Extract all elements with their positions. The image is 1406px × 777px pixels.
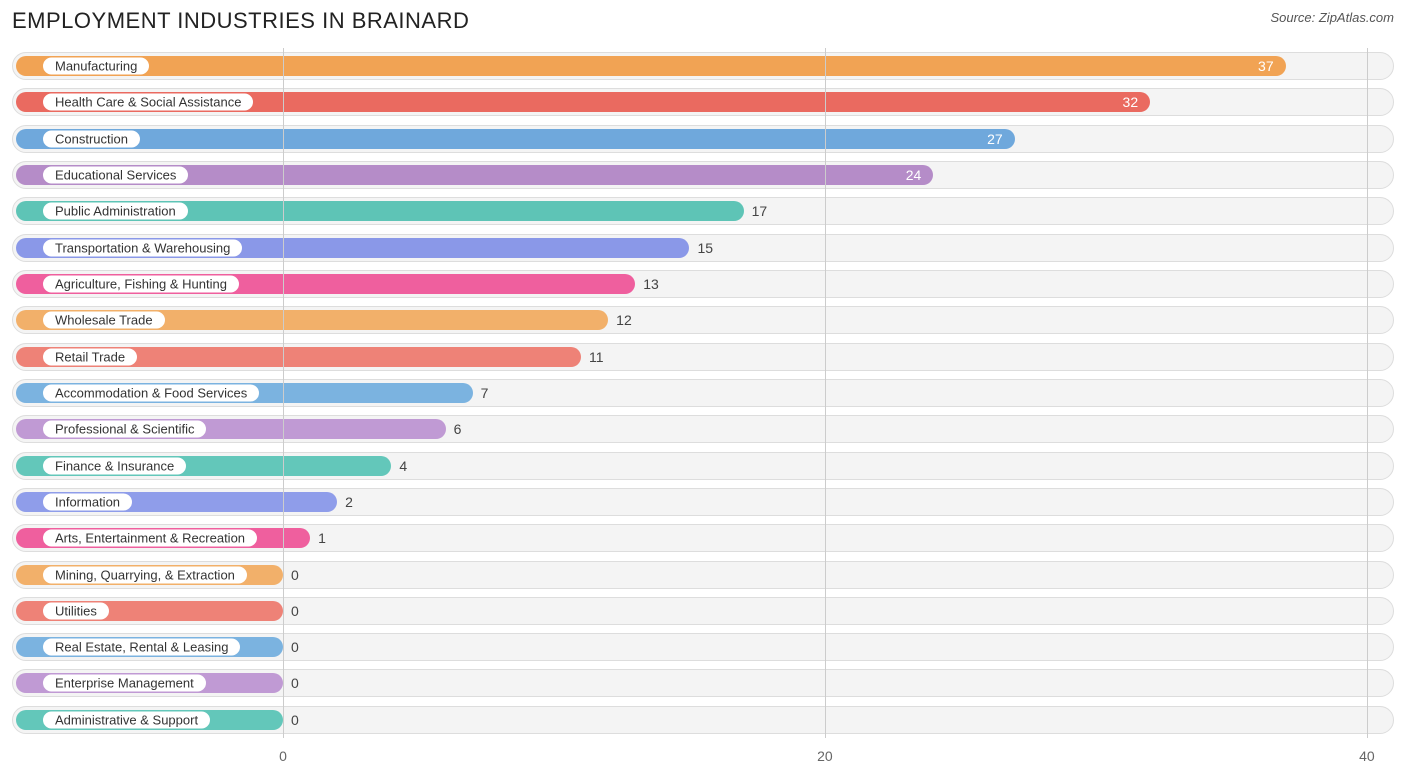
bar-label: Retail Trade bbox=[42, 347, 138, 366]
chart-source: Source: ZipAtlas.com bbox=[1270, 8, 1394, 25]
bar-fill bbox=[16, 129, 1015, 149]
bar-value: 17 bbox=[752, 203, 768, 219]
bar-value: 15 bbox=[697, 240, 713, 256]
bar-value: 32 bbox=[1123, 94, 1139, 110]
source-name: ZipAtlas.com bbox=[1319, 10, 1394, 25]
bar-row: Health Care & Social Assistance 32 bbox=[12, 88, 1394, 116]
bar-row: Administrative & Support 0 bbox=[12, 706, 1394, 734]
chart-title: EMPLOYMENT INDUSTRIES IN BRAINARD bbox=[12, 8, 469, 34]
bar-value: 24 bbox=[906, 167, 922, 183]
bar-value: 13 bbox=[643, 276, 659, 292]
bar-label: Professional & Scientific bbox=[42, 420, 207, 439]
gridline bbox=[825, 48, 826, 738]
bar-value: 0 bbox=[291, 712, 299, 728]
bar-row: Transportation & Warehousing 15 bbox=[12, 234, 1394, 262]
bar-label: Health Care & Social Assistance bbox=[42, 93, 254, 112]
bar-row: Retail Trade 11 bbox=[12, 343, 1394, 371]
bar-label: Enterprise Management bbox=[42, 674, 207, 693]
chart-container: EMPLOYMENT INDUSTRIES IN BRAINARD Source… bbox=[0, 0, 1406, 777]
bar-row: Public Administration 17 bbox=[12, 197, 1394, 225]
bar-value: 11 bbox=[589, 349, 604, 365]
bar-row: Information 2 bbox=[12, 488, 1394, 516]
bar-label: Real Estate, Rental & Leasing bbox=[42, 638, 241, 657]
bar-label: Mining, Quarrying, & Extraction bbox=[42, 565, 248, 584]
bar-row: Mining, Quarrying, & Extraction 0 bbox=[12, 561, 1394, 589]
bar-label: Construction bbox=[42, 129, 141, 148]
bar-row: Educational Services 24 bbox=[12, 161, 1394, 189]
bar-value: 7 bbox=[481, 385, 489, 401]
bar-label: Manufacturing bbox=[42, 57, 150, 76]
bar-label: Transportation & Warehousing bbox=[42, 238, 243, 257]
bar-value: 0 bbox=[291, 603, 299, 619]
bar-fill bbox=[16, 56, 1286, 76]
x-axis-tick-label: 20 bbox=[817, 748, 833, 764]
bar-label: Arts, Entertainment & Recreation bbox=[42, 529, 258, 548]
chart-header: EMPLOYMENT INDUSTRIES IN BRAINARD Source… bbox=[12, 8, 1394, 48]
bar-value: 6 bbox=[454, 421, 462, 437]
bar-value: 2 bbox=[345, 494, 353, 510]
bar-value: 12 bbox=[616, 312, 632, 328]
bar-row: Arts, Entertainment & Recreation 1 bbox=[12, 524, 1394, 552]
bar-value: 0 bbox=[291, 639, 299, 655]
bar-row: Accommodation & Food Services 7 bbox=[12, 379, 1394, 407]
bar-label: Agriculture, Fishing & Hunting bbox=[42, 275, 240, 294]
bar-row: Wholesale Trade 12 bbox=[12, 306, 1394, 334]
bar-label: Finance & Insurance bbox=[42, 456, 187, 475]
gridline bbox=[283, 48, 284, 738]
bar-value: 37 bbox=[1258, 58, 1274, 74]
bar-row: Utilities 0 bbox=[12, 597, 1394, 625]
source-prefix: Source: bbox=[1270, 10, 1318, 25]
bar-row: Enterprise Management 0 bbox=[12, 669, 1394, 697]
bar-row: Construction 27 bbox=[12, 125, 1394, 153]
bar-label: Information bbox=[42, 492, 133, 511]
bar-label: Educational Services bbox=[42, 166, 189, 185]
bar-label: Utilities bbox=[42, 601, 110, 620]
x-axis-tick-label: 0 bbox=[279, 748, 287, 764]
bar-label: Public Administration bbox=[42, 202, 189, 221]
bar-label: Administrative & Support bbox=[42, 710, 211, 729]
bar-row: Real Estate, Rental & Leasing 0 bbox=[12, 633, 1394, 661]
bar-chart: Manufacturing 37 Health Care & Social Assi… bbox=[12, 48, 1394, 768]
bar-value: 0 bbox=[291, 675, 299, 691]
bar-row: Manufacturing 37 bbox=[12, 52, 1394, 80]
bar-value: 0 bbox=[291, 567, 299, 583]
x-axis-tick-label: 40 bbox=[1359, 748, 1375, 764]
bar-row: Agriculture, Fishing & Hunting 13 bbox=[12, 270, 1394, 298]
bar-label: Wholesale Trade bbox=[42, 311, 166, 330]
bar-value: 4 bbox=[399, 458, 407, 474]
bar-rows: Manufacturing 37 Health Care & Social Assi… bbox=[12, 48, 1394, 738]
bar-value: 1 bbox=[318, 530, 326, 546]
gridline bbox=[1367, 48, 1368, 738]
bar-label: Accommodation & Food Services bbox=[42, 383, 260, 402]
bar-value: 27 bbox=[987, 131, 1003, 147]
plot-area: Manufacturing 37 Health Care & Social Assi… bbox=[12, 48, 1394, 738]
bar-row: Finance & Insurance 4 bbox=[12, 452, 1394, 480]
bar-row: Professional & Scientific 6 bbox=[12, 415, 1394, 443]
